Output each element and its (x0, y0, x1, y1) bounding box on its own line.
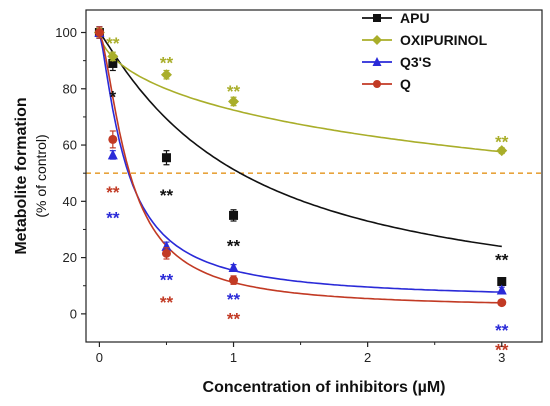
y-tick-label: 0 (70, 306, 77, 321)
data-point-apu (161, 153, 171, 163)
significance-label-oxipurinol: ** (227, 82, 241, 101)
data-point-apu (229, 210, 239, 220)
significance-label-q3-s: ** (227, 290, 241, 309)
legend-label-oxipurinol: OXIPURINOL (400, 32, 488, 48)
fit-curve-apu (98, 32, 502, 248)
legend-marker-apu (373, 14, 381, 22)
significance-label-oxipurinol: ** (495, 132, 509, 151)
significance-label-apu: ** (160, 186, 174, 205)
y-tick-label: 100 (55, 25, 77, 40)
legend-marker-q (373, 80, 381, 88)
data-point-q3-s (496, 284, 507, 295)
y-axis-subtitle: (% of control) (33, 134, 49, 217)
significance-label-q3-s: ** (495, 321, 509, 340)
x-tick-label: 0 (96, 350, 103, 365)
significance-label-q: ** (227, 310, 241, 329)
legend-label-apu: APU (400, 10, 430, 26)
legend-label-q: Q (400, 76, 411, 92)
data-point-q (108, 134, 118, 144)
data-point-oxipurinol (228, 95, 240, 107)
significance-label-apu: * (110, 87, 117, 106)
plot-layer: ******************************* (86, 26, 542, 360)
legend: APU OXIPURINOL Q3'S Q (362, 10, 488, 92)
data-point-q (161, 248, 171, 258)
fit-curve-oxipurinol (98, 32, 502, 153)
significance-label-q: ** (495, 341, 509, 360)
plot-frame (85, 9, 543, 343)
axes-layer: 0 1 2 3 0 20 40 60 80 100 (55, 25, 505, 365)
significance-label-apu: ** (495, 251, 509, 270)
data-point-q (229, 275, 239, 285)
significance-label-oxipurinol: ** (160, 54, 174, 73)
fit-curve-q3-s (98, 32, 502, 293)
y-tick-label: 60 (63, 138, 77, 153)
x-tick-label: 2 (364, 350, 371, 365)
data-point-apu (497, 277, 507, 287)
y-tick-label: 80 (63, 81, 77, 96)
y-tick-label: 40 (63, 194, 77, 209)
x-tick-label: 3 (498, 350, 505, 365)
data-point-q3-s (107, 149, 118, 160)
legend-marker-oxipurinol (372, 35, 382, 45)
data-point-q3-s (228, 261, 239, 272)
data-point-oxipurinol (160, 69, 172, 81)
data-point-q (94, 28, 104, 38)
fit-curve-q (98, 32, 502, 304)
significance-label-oxipurinol: ** (106, 34, 120, 53)
y-axis-title: Metabolite formation (13, 97, 30, 254)
x-axis-title: Concentration of inhibitors (µM) (203, 379, 446, 396)
significance-label-apu: ** (227, 237, 241, 256)
y-tick-label: 20 (63, 250, 77, 265)
significance-label-q: ** (160, 293, 174, 312)
significance-label-q: ** (106, 183, 120, 202)
data-point-oxipurinol (496, 145, 508, 157)
data-point-apu (108, 58, 118, 68)
x-tick-label: 1 (230, 350, 237, 365)
significance-label-q3-s: ** (160, 270, 174, 289)
legend-label-q3-s: Q3'S (400, 54, 431, 70)
data-point-oxipurinol (107, 50, 119, 62)
significance-label-q3-s: ** (106, 208, 120, 227)
legend-marker-q3-s (372, 57, 382, 66)
data-point-q (497, 298, 507, 308)
